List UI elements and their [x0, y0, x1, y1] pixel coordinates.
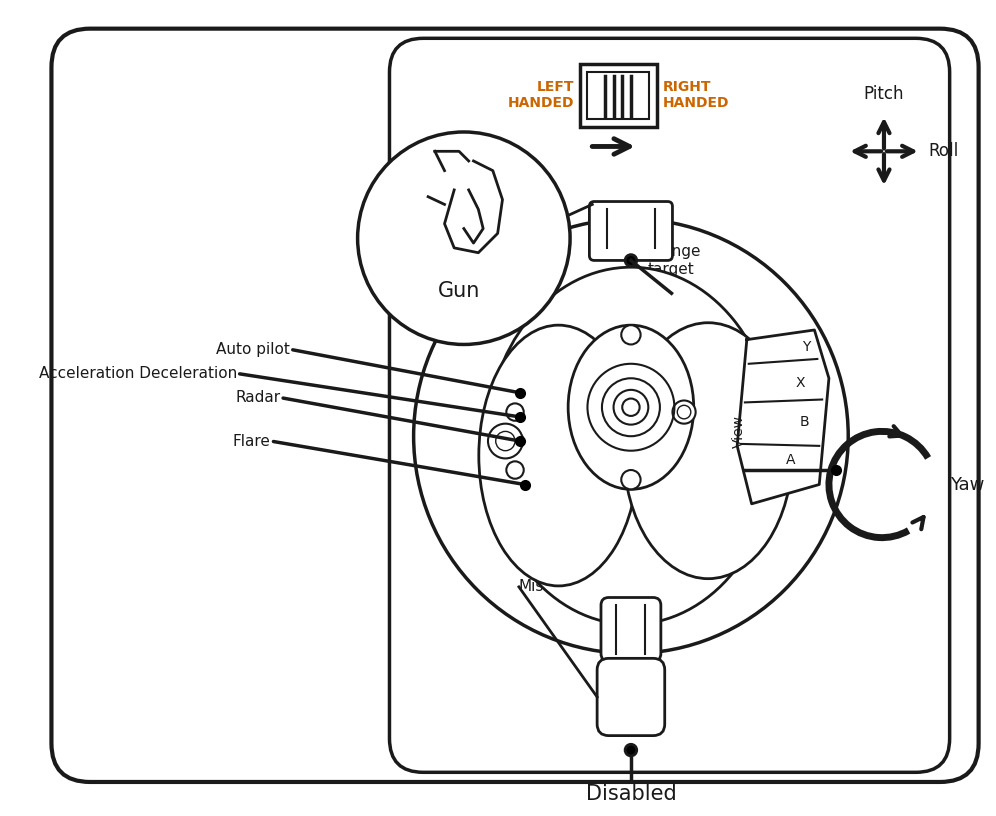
Bar: [588, 72, 649, 119]
FancyBboxPatch shape: [598, 659, 664, 735]
FancyBboxPatch shape: [590, 202, 672, 260]
Text: Gun: Gun: [438, 282, 480, 301]
Circle shape: [496, 432, 515, 450]
Text: Y: Y: [803, 340, 811, 354]
Circle shape: [506, 461, 524, 479]
FancyBboxPatch shape: [389, 38, 949, 772]
Text: A: A: [786, 454, 795, 468]
Text: RIGHT
HANDED: RIGHT HANDED: [662, 80, 729, 110]
Text: Disabled: Disabled: [586, 783, 676, 804]
Text: Auto pilot: Auto pilot: [216, 342, 290, 357]
Text: X: X: [795, 376, 805, 390]
Text: Change
weapon: Change weapon: [410, 174, 471, 206]
FancyBboxPatch shape: [52, 29, 979, 782]
Circle shape: [625, 255, 636, 266]
Circle shape: [488, 424, 523, 459]
Text: Change
target: Change target: [642, 245, 701, 277]
Ellipse shape: [479, 325, 638, 586]
Text: Yaw: Yaw: [949, 476, 984, 494]
Text: View: View: [732, 415, 746, 448]
Text: Pitch: Pitch: [864, 85, 904, 103]
Circle shape: [672, 401, 695, 424]
Text: Radar: Radar: [235, 390, 280, 405]
Circle shape: [622, 325, 640, 344]
Text: Missile: Missile: [519, 579, 571, 594]
Text: Acceleration Deceleration: Acceleration Deceleration: [39, 366, 237, 381]
Text: Roll: Roll: [928, 142, 958, 160]
Ellipse shape: [623, 323, 793, 579]
Circle shape: [625, 744, 636, 756]
Circle shape: [413, 219, 849, 654]
Bar: [580, 64, 657, 127]
Polygon shape: [737, 330, 829, 503]
Ellipse shape: [486, 267, 776, 624]
Circle shape: [506, 432, 524, 450]
Ellipse shape: [568, 325, 693, 490]
Text: LEFT
HANDED: LEFT HANDED: [507, 80, 574, 110]
Circle shape: [358, 132, 570, 344]
Circle shape: [677, 406, 691, 419]
Text: B: B: [800, 415, 810, 428]
Circle shape: [506, 403, 524, 421]
FancyBboxPatch shape: [601, 597, 661, 661]
Text: Flare: Flare: [233, 433, 271, 449]
Circle shape: [622, 470, 640, 490]
